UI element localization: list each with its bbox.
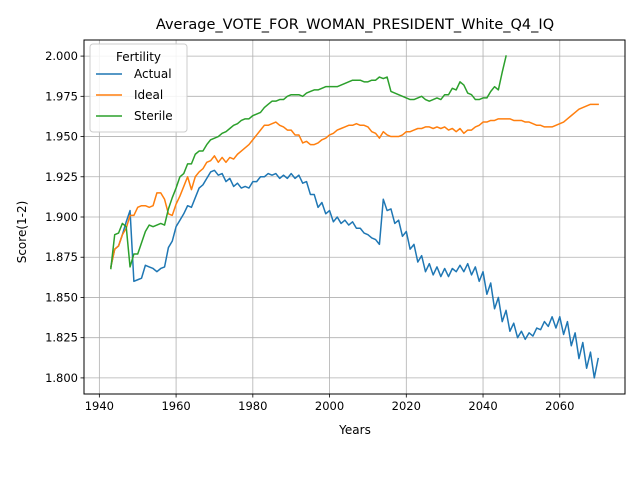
y-tick-label: 1.875	[45, 250, 78, 264]
legend: Fertility Actual Ideal Sterile	[89, 43, 188, 133]
y-axis-label: Score(1-2)	[15, 201, 29, 264]
y-tick-label: 2.000	[45, 49, 78, 63]
x-tick-label: 2020	[392, 399, 421, 413]
x-tick-label: 2060	[545, 399, 574, 413]
legend-items: Actual Ideal Sterile	[96, 67, 173, 123]
x-tick-label: 1960	[161, 399, 190, 413]
series-lines	[109, 55, 600, 379]
chart-title: Average_VOTE_FOR_WOMAN_PRESIDENT_White_Q…	[156, 17, 554, 33]
y-tick-label: 1.925	[45, 170, 78, 184]
axes: 1940 1960 1980 2000 2020 2040 2060 1.800 1.825 1.…	[45, 49, 574, 413]
legend-label-actual: Actual	[134, 67, 172, 81]
series-line-sterile	[110, 55, 507, 270]
x-tick-label: 1980	[238, 399, 267, 413]
legend-label-ideal: Ideal	[134, 88, 163, 102]
legend-label-sterile: Sterile	[134, 109, 173, 123]
x-tick-label: 1940	[85, 399, 114, 413]
legend-box	[89, 43, 188, 133]
x-axis-label: Years	[338, 423, 371, 437]
x-tick-label: 2040	[468, 399, 497, 413]
y-tick-label: 1.950	[45, 130, 78, 144]
y-tick-label: 1.975	[45, 89, 78, 103]
y-tick-label: 1.900	[45, 210, 78, 224]
series-line-ideal	[109, 103, 599, 268]
legend-title: Fertility	[116, 50, 161, 64]
y-tick-label: 1.825	[45, 331, 78, 345]
series-line-actual	[109, 169, 600, 379]
y-tick-label: 1.850	[45, 290, 78, 304]
grid	[84, 40, 625, 394]
x-tick-label: 2000	[315, 399, 344, 413]
y-tick-label: 1.800	[45, 371, 78, 385]
